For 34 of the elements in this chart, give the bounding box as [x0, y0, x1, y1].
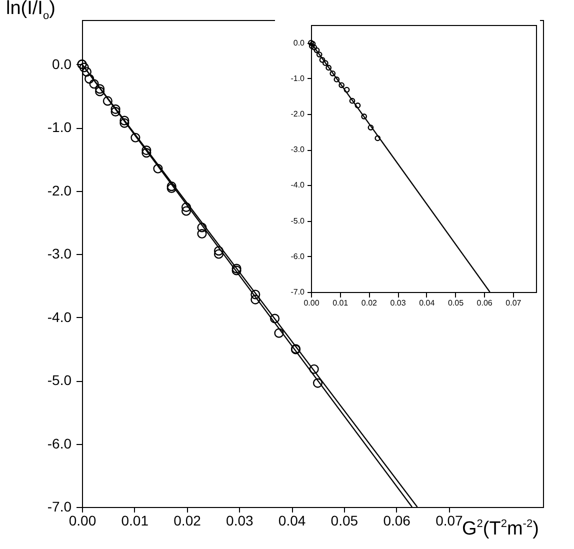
x-tick-label: 0.01: [332, 298, 349, 308]
y-tick-label: -5.0: [290, 216, 306, 226]
y-tick-label: 0.0: [293, 38, 306, 48]
y-tick-label: -5.0: [47, 372, 72, 388]
y-tick-label: -6.0: [47, 435, 72, 452]
x-tick-label: 0.07: [436, 512, 464, 528]
x-tick-label: 0.03: [226, 512, 254, 528]
y-axis-title: ln(I/I$_{o}$): [6, 0, 56, 22]
x-tick-label: 0.05: [330, 512, 358, 528]
x-tick-label: 0.00: [304, 298, 320, 308]
y-tick-label: -4.0: [47, 308, 72, 325]
y-tick-label: -1.0: [290, 74, 306, 83]
y-tick-label: -7.0: [290, 288, 306, 296]
x-tick-label: 0.06: [476, 298, 493, 308]
x-axis-title: G$^{2}$(T$^{2}$m$^{-2}$): [462, 518, 539, 540]
y-tick-label: -4.0: [290, 180, 306, 190]
x-tick-label: 0.04: [419, 298, 436, 308]
x-tick-label: 0.00: [68, 512, 96, 528]
y-tick-label: -2.0: [47, 182, 72, 198]
x-tick-label: 0.04: [278, 512, 306, 528]
x-tick-label: 0.02: [361, 298, 378, 308]
x-tick-label: 0.03: [390, 298, 406, 308]
y-tick-label: -6.0: [290, 252, 306, 261]
x-tick-label: 0.06: [383, 512, 411, 528]
x-tick-label: 0.05: [448, 298, 464, 308]
y-tick-label: 0.0: [52, 56, 72, 72]
y-tick-label: -1.0: [47, 119, 72, 136]
x-tick-label: 0.01: [121, 512, 149, 528]
y-tick-label: -2.0: [290, 110, 306, 118]
y-tick-label: -7.0: [47, 498, 72, 514]
x-tick-label: 0.02: [174, 512, 202, 528]
y-tick-label: -3.0: [290, 145, 306, 154]
x-tick-label: 0.07: [506, 298, 522, 308]
y-tick-label: -3.0: [47, 246, 72, 262]
